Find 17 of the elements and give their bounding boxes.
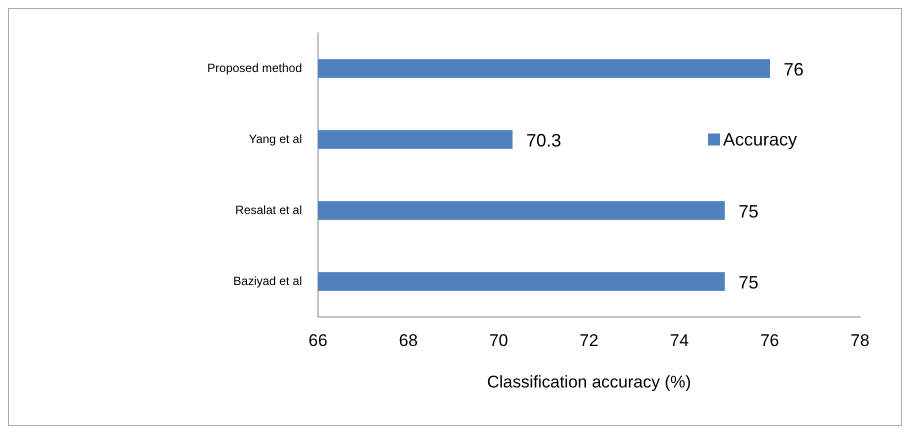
data-label: 75 (738, 201, 759, 222)
x-tick-label: 78 (850, 330, 870, 350)
x-tick-label: 74 (670, 330, 689, 350)
x-tick-label: 76 (760, 330, 780, 350)
x-axis-title: Classification accuracy (%) (486, 372, 692, 392)
y-tick-label: Yang et al (248, 132, 302, 146)
x-tick-label: 70 (489, 330, 508, 350)
x-tick-label: 68 (398, 330, 418, 350)
legend-label: Accuracy (723, 129, 798, 150)
data-label: 76 (784, 59, 804, 80)
y-tick-label: Resalat et al (235, 202, 302, 217)
x-tick-label: 72 (580, 330, 598, 350)
y-tick-label: Baziyad et al (233, 274, 302, 288)
data-label: 75 (738, 272, 759, 292)
y-tick-label: Proposed method (207, 60, 302, 75)
data-label: 70.3 (526, 130, 562, 150)
x-tick-label: 66 (308, 330, 328, 350)
